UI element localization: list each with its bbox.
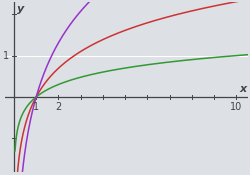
- Text: x: x: [239, 84, 246, 94]
- Text: y: y: [17, 4, 24, 14]
- Text: 1: 1: [3, 51, 9, 61]
- Text: 10: 10: [230, 102, 242, 112]
- Text: 1: 1: [33, 102, 39, 112]
- Text: 2: 2: [55, 102, 62, 112]
